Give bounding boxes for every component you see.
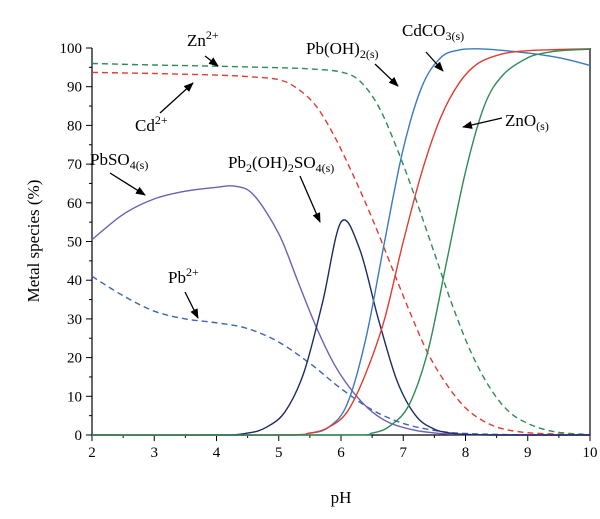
annotation-label: Pb(OH)2(s) bbox=[306, 39, 379, 61]
y-tick-label: 60 bbox=[67, 196, 82, 212]
series-zno-s bbox=[91, 48, 591, 436]
series-pb2-oh-2so4-s bbox=[91, 219, 590, 436]
annotation-label: Pb2(OH)2SO4(s) bbox=[228, 153, 334, 175]
annotation-arrow bbox=[204, 55, 219, 67]
y-tick-label: 30 bbox=[67, 312, 82, 328]
x-tick-label: 4 bbox=[213, 445, 221, 461]
annotation-label: Cd2+ bbox=[135, 113, 168, 135]
annotation-arrow bbox=[109, 172, 146, 196]
series-cdco3-s bbox=[91, 48, 591, 436]
x-tick-label: 10 bbox=[583, 445, 598, 461]
annotations: Zn2+ Cd2+ Pb2+ PbSO4(s) Pb(OH)2(s) CdCO3(s) Zn… bbox=[90, 21, 549, 319]
y-tick-label: 0 bbox=[75, 428, 83, 444]
y-tick-label: 100 bbox=[60, 41, 83, 57]
annotation-label: PbSO4(s) bbox=[90, 150, 148, 172]
y-tick-label: 70 bbox=[67, 157, 82, 173]
y-tick-label: 10 bbox=[67, 389, 82, 405]
series-cd2 bbox=[91, 71, 591, 436]
x-tick-label: 6 bbox=[337, 445, 345, 461]
annotation-arrow bbox=[462, 117, 503, 129]
series-lines bbox=[91, 48, 591, 436]
y-tick-label: 80 bbox=[67, 118, 82, 134]
x-axis-title: pH bbox=[331, 488, 352, 507]
x-tick-label: 8 bbox=[462, 445, 470, 461]
y-tick-label: 40 bbox=[67, 273, 82, 289]
y-axis-title: Metal species (%) bbox=[24, 180, 43, 303]
annotation-label: Zn2+ bbox=[187, 28, 219, 50]
annotation-label: Pb2+ bbox=[168, 265, 199, 287]
y-tick-label: 90 bbox=[67, 80, 82, 96]
x-tick-label: 5 bbox=[275, 445, 283, 461]
annotation-arrow bbox=[184, 291, 199, 319]
x-tick-label: 3 bbox=[151, 445, 159, 461]
annotation-label: ZnO(s) bbox=[505, 111, 549, 133]
annotation-arrow bbox=[159, 82, 194, 114]
series-pb2 bbox=[91, 275, 591, 436]
x-tick-label: 7 bbox=[400, 445, 408, 461]
x-tick-label: 9 bbox=[524, 445, 532, 461]
series-zn2 bbox=[91, 62, 591, 436]
annotation-arrow bbox=[374, 63, 399, 87]
annotation-arrow bbox=[425, 51, 444, 72]
annotation-label: CdCO3(s) bbox=[402, 21, 464, 43]
x-tick-label: 2 bbox=[88, 445, 96, 461]
y-tick-label: 50 bbox=[67, 235, 82, 251]
annotation-arrow bbox=[299, 175, 321, 223]
y-tick-label: 20 bbox=[67, 351, 82, 367]
